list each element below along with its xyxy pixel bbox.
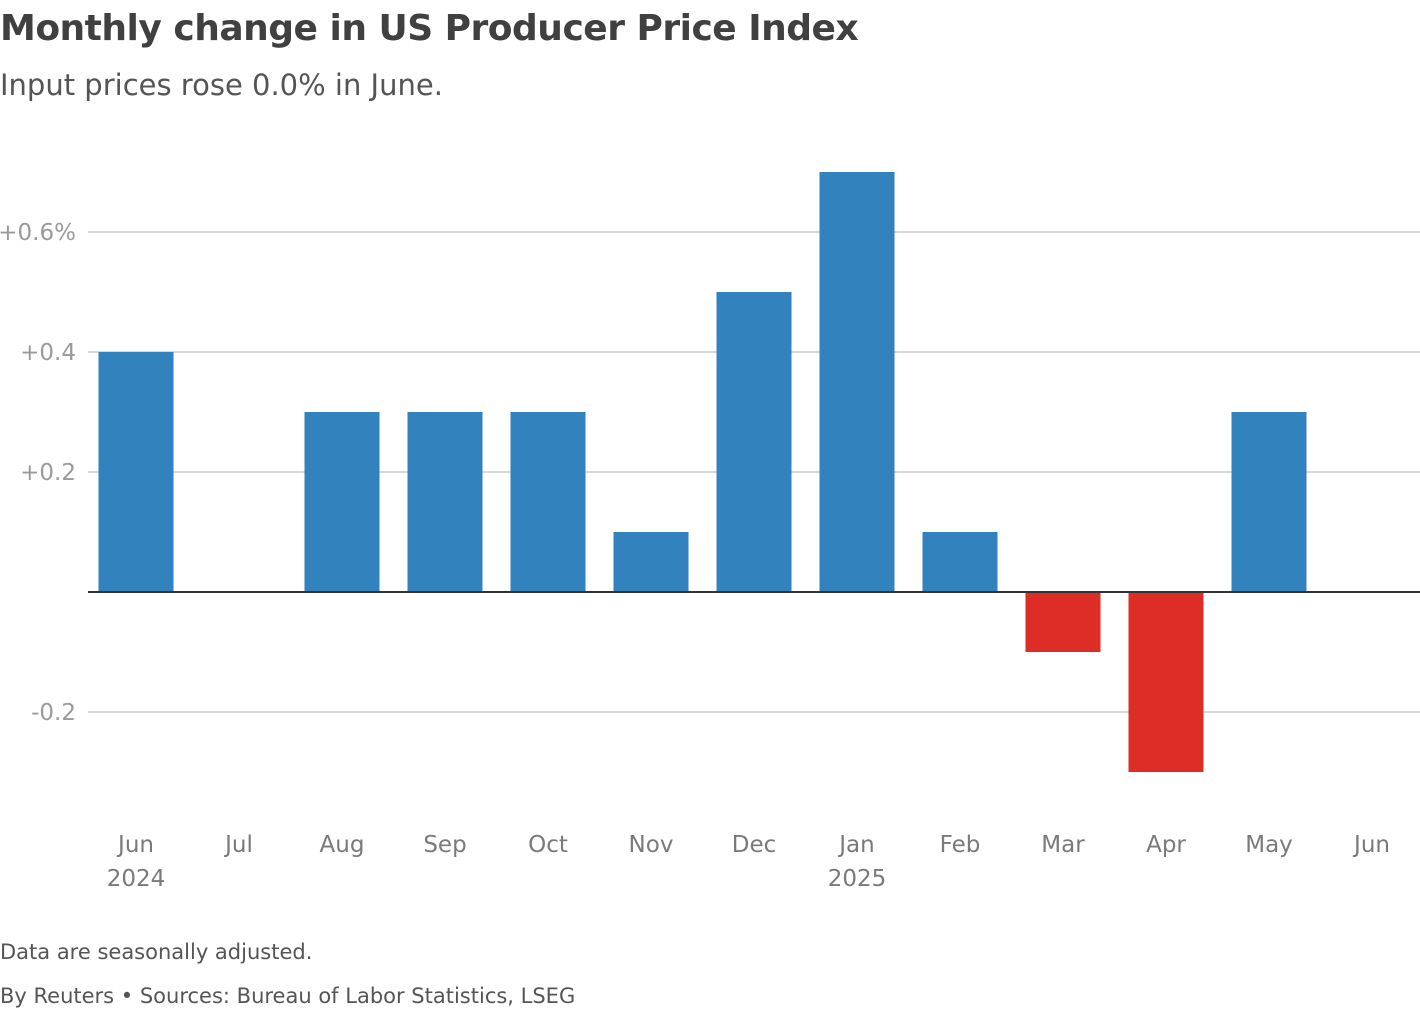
x-category-label: Aug <box>320 832 365 858</box>
x-category-label: Jun <box>116 832 154 858</box>
y-tick-label: +0.2 <box>20 460 76 486</box>
footnote: Data are seasonally adjusted. <box>0 940 313 964</box>
bar-jun-0 <box>98 352 174 592</box>
y-tick-label: -0.2 <box>31 700 76 726</box>
bar-jan-7 <box>819 172 895 592</box>
bar-oct-4 <box>510 412 586 592</box>
y-tick-label: +0.4 <box>20 340 76 366</box>
bar-may-11 <box>1231 412 1307 592</box>
axis-labels: +0.6% +0.4 +0.2 -0.2 Jun 2024 Jul Aug Sep Oct Nov D… <box>0 220 1390 892</box>
x-category-label: Apr <box>1146 832 1186 858</box>
x-category-label: Oct <box>528 832 568 858</box>
bar-feb-8 <box>922 532 998 592</box>
bar-nov-5 <box>613 532 689 592</box>
x-category-label: Jul <box>223 832 253 858</box>
x-category-label: Jan <box>837 832 874 858</box>
source-credit: By Reuters • Sources: Bureau of Labor St… <box>0 984 576 1008</box>
x-year-label: 2025 <box>828 866 887 892</box>
bars <box>98 172 1307 772</box>
x-category-label: May <box>1245 832 1293 858</box>
bar-sep-3 <box>407 412 483 592</box>
x-category-label: Dec <box>732 832 777 858</box>
x-category-label: Jun <box>1352 832 1390 858</box>
x-category-label: Feb <box>940 832 981 858</box>
chart-title: Monthly change in US Producer Price Inde… <box>0 8 859 49</box>
bar-apr-10 <box>1128 592 1204 772</box>
bar-aug-2 <box>304 412 380 592</box>
x-year-label: 2024 <box>107 866 166 892</box>
bar-mar-9 <box>1025 592 1101 652</box>
x-category-label: Nov <box>629 832 674 858</box>
x-category-label: Sep <box>423 832 466 858</box>
y-tick-label: +0.6% <box>0 220 76 246</box>
chart-subtitle: Input prices rose 0.0% in June. <box>0 68 443 102</box>
x-category-label: Mar <box>1041 832 1085 858</box>
bar-dec-6 <box>716 292 792 592</box>
